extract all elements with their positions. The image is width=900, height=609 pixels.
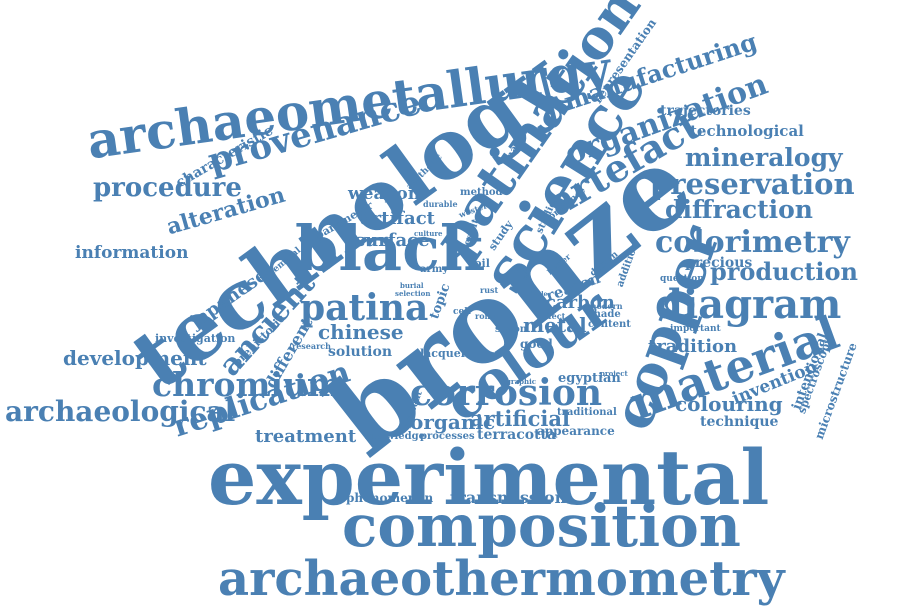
word-transmission: transmission [450, 488, 567, 507]
word-burial: burial [400, 281, 424, 290]
word-information: information [75, 243, 189, 263]
word-solution: solution [328, 344, 393, 360]
word-shade: shade [588, 309, 621, 320]
word-organic: organic [410, 410, 496, 434]
word-selection: selection [395, 289, 431, 298]
word-corrosion: corrosion [410, 372, 603, 414]
word-terracotta: terracotta [477, 427, 557, 443]
word-roman: roman [475, 311, 505, 321]
word-chromium: chromium [152, 365, 342, 404]
word-modern: modern [588, 301, 623, 311]
word-black: black [295, 212, 483, 285]
word-technological: technological [690, 122, 804, 140]
word-rust: rust [480, 285, 499, 295]
word-good: good [520, 337, 553, 351]
word-cell: cell [453, 307, 472, 317]
word-investigation: investigation [155, 332, 236, 345]
word-content: content [588, 319, 631, 330]
word-colorimetry: colorimetry [655, 225, 850, 260]
word-preservation: preservation [650, 167, 855, 201]
word-phenomenon: phenomenon [346, 491, 434, 505]
word-appearance: appearance [537, 424, 615, 438]
word-archaeothermometry: archaeothermometry [218, 551, 785, 607]
word-development: development [63, 346, 207, 370]
word-research: research [292, 341, 331, 351]
word-surface: surface [355, 230, 430, 251]
word-precious: precious [685, 255, 753, 271]
word-metal: metal [523, 313, 587, 337]
word-artifact: artifact [360, 208, 435, 229]
word-soil: soil [468, 257, 490, 270]
word-durable: durable [423, 199, 458, 209]
word-culture: culture [414, 229, 443, 238]
word-effect: effect [540, 311, 566, 321]
word-egyptian: egyptian [558, 371, 621, 386]
word-diagram: diagram [655, 281, 842, 328]
word-technique: technique [700, 414, 779, 430]
word-traditional: traditional [557, 407, 617, 418]
word-diffraction: diffraction [665, 195, 813, 224]
word-knowledge: knowledge [365, 431, 425, 442]
word-method: method [460, 187, 503, 198]
word-trajectories: trajectories [660, 103, 751, 119]
word-experimental: experimental [208, 433, 770, 522]
word-saxon: saxon [495, 324, 528, 335]
word-chinese: chinese [318, 320, 404, 344]
word-archaeological: archaeological [5, 395, 236, 428]
word-colouring: colouring [675, 392, 783, 416]
word-artificial: artificial [470, 406, 570, 431]
word-lacquer: lacquer [420, 347, 467, 360]
word-treatment: treatment [255, 426, 357, 447]
word-project: project [600, 369, 628, 378]
word-army: army [420, 264, 449, 275]
word-procedure: procedure [93, 173, 242, 203]
word-question: question [660, 274, 704, 284]
word-important: important [670, 324, 721, 334]
word-single: single [527, 291, 548, 298]
word-patina: patina [300, 287, 429, 329]
word-production: production [710, 257, 858, 286]
word-processes: processes [420, 431, 475, 442]
word-weapon: weapon [348, 184, 421, 204]
word-mineralogy: mineralogy [685, 143, 843, 172]
word-tradition: tradition [648, 336, 738, 357]
word-carbon: carbon [545, 292, 615, 313]
word-composition: composition [342, 492, 741, 560]
word-graphic: graphic [506, 377, 537, 386]
